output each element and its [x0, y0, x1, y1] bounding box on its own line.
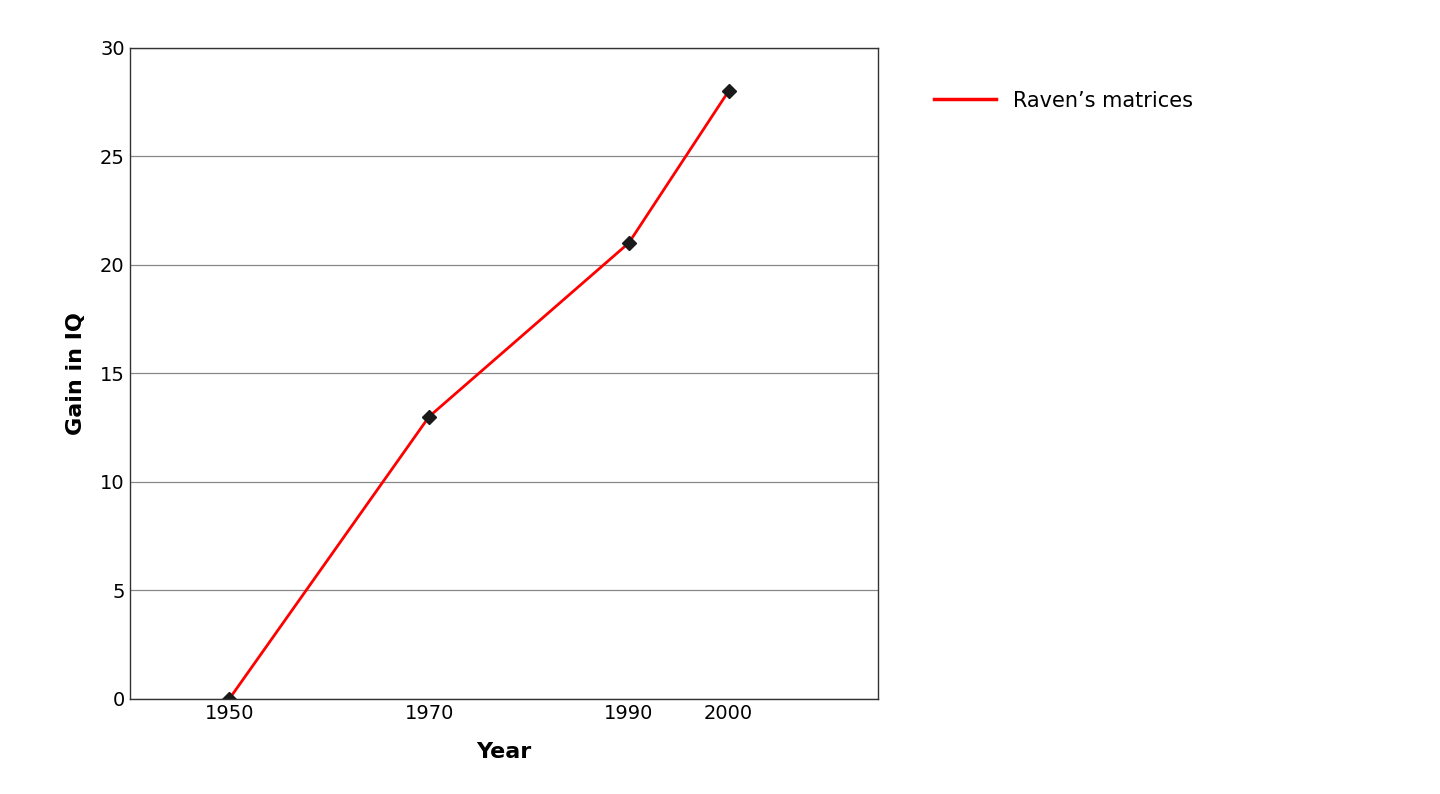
Raven’s matrices — [220, 694, 238, 703]
Y-axis label: Gain in IQ: Gain in IQ — [66, 312, 86, 434]
Raven’s matrices — [621, 238, 638, 248]
X-axis label: Year: Year — [477, 742, 531, 762]
Line: Raven’s matrices: Raven’s matrices — [225, 87, 733, 703]
Legend: Raven’s matrices: Raven’s matrices — [933, 91, 1192, 110]
Raven’s matrices — [420, 412, 438, 422]
Raven’s matrices — [720, 87, 737, 96]
